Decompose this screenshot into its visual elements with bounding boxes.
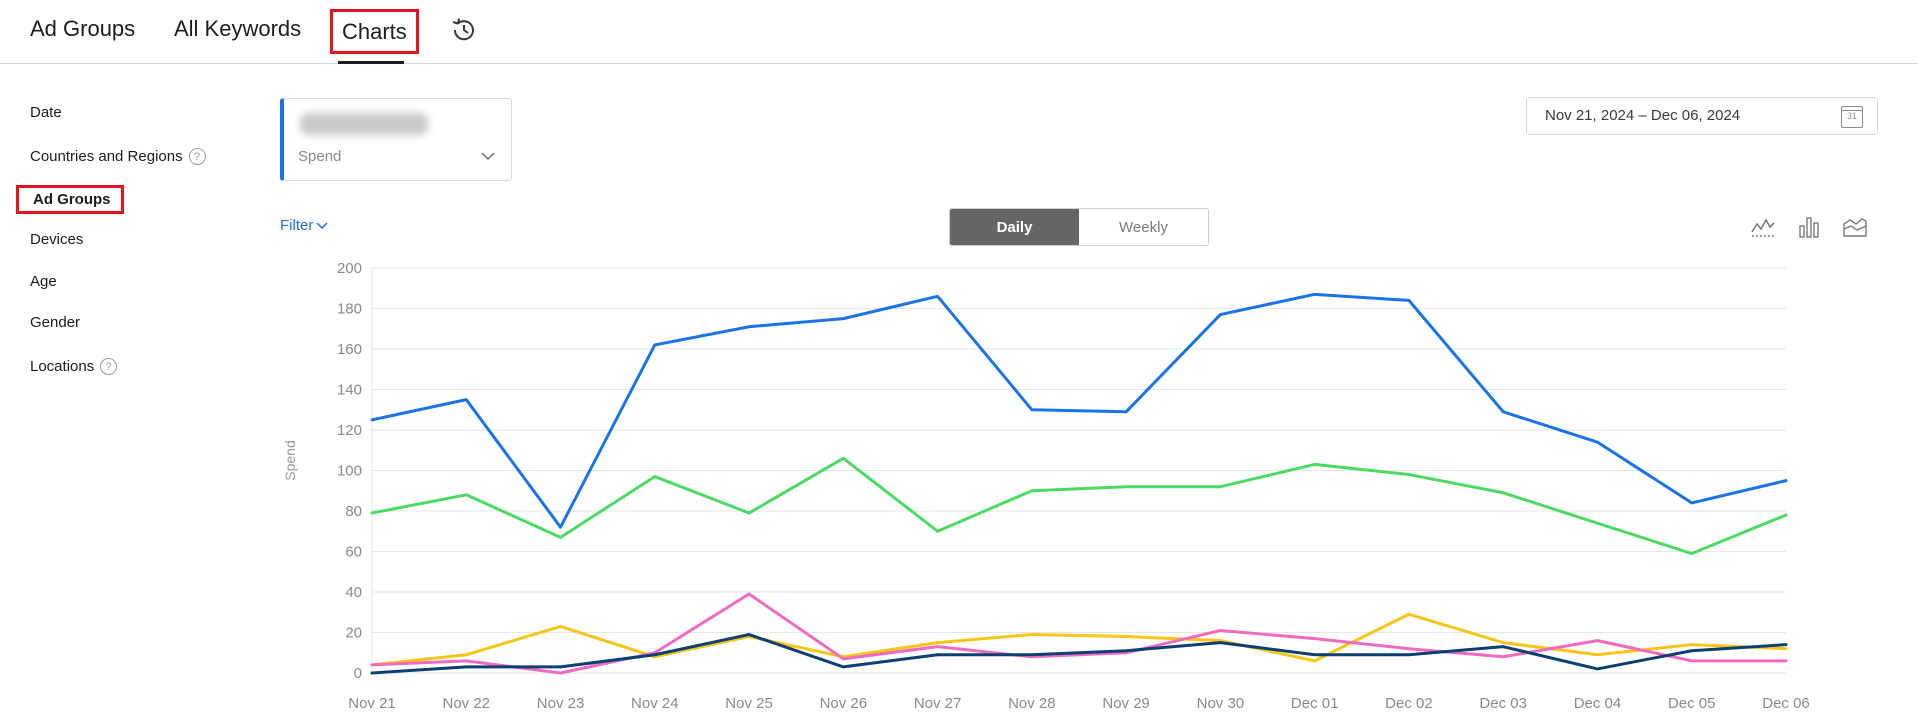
selected-metric: Spend [298, 148, 342, 165]
active-tab-indicator [338, 61, 404, 64]
sidebar-item-locations[interactable]: Locations ? [30, 358, 118, 375]
sidebar-item-age[interactable]: Age [30, 273, 57, 290]
help-icon[interactable]: ? [188, 148, 206, 165]
sidebar-item-label: Locations [30, 358, 95, 375]
x-tick-label: Dec 06 [1762, 695, 1810, 712]
y-axis-title: Spend [282, 440, 298, 480]
x-tick-label: Nov 24 [631, 695, 679, 712]
date-range-picker[interactable]: Nov 21, 2024 – Dec 06, 2024 31 [1526, 97, 1878, 135]
series-line-4 [370, 592, 1788, 675]
x-tick-label: Nov 25 [725, 695, 773, 712]
ad-group-metric-selector[interactable]: Spend [280, 98, 512, 181]
y-tick-label: 40 [345, 584, 362, 601]
x-tick-label: Nov 29 [1102, 695, 1150, 712]
tab-ad-groups[interactable]: Ad Groups [30, 16, 136, 41]
series-line-2 [370, 456, 1788, 556]
y-tick-label: 80 [345, 503, 362, 520]
sidebar-item-ad-groups[interactable]: Ad Groups [16, 185, 124, 214]
y-tick-label: 120 [337, 422, 362, 439]
x-tick-label: Dec 01 [1291, 695, 1339, 712]
chevron-down-icon [481, 152, 495, 161]
sidebar-item-label: Countries and Regions [30, 148, 183, 165]
filter-label: Filter [280, 217, 314, 234]
y-tick-label: 200 [337, 260, 362, 277]
date-range-text: Nov 21, 2024 – Dec 06, 2024 [1545, 107, 1741, 124]
series-line-3 [370, 612, 1788, 667]
y-tick-label: 180 [337, 301, 362, 318]
x-tick-label: Dec 02 [1385, 695, 1433, 712]
redacted-ad-group-name [300, 113, 428, 135]
tab-all-keywords[interactable]: All Keywords [174, 16, 302, 41]
y-tick-label: 160 [337, 341, 362, 358]
y-tick-label: 60 [345, 544, 362, 561]
sidebar-item-label: Date [30, 104, 62, 121]
top-tab-bar: Ad Groups All Keywords Charts [0, 0, 1918, 64]
y-tick-label: 20 [345, 625, 362, 642]
sidebar-item-label: Gender [30, 314, 81, 331]
calendar-icon: 31 [1841, 106, 1863, 128]
x-tick-label: Nov 21 [348, 695, 396, 712]
sidebar-item-devices[interactable]: Devices [30, 231, 83, 248]
series-line-1 [370, 292, 1788, 529]
x-tick-label: Dec 05 [1668, 695, 1716, 712]
x-tick-label: Nov 26 [820, 695, 868, 712]
x-tick-label: Dec 03 [1479, 695, 1527, 712]
bar-chart-icon[interactable] [1796, 214, 1822, 240]
x-tick-label: Nov 30 [1197, 695, 1245, 712]
sidebar-item-date[interactable]: Date [30, 104, 62, 121]
sidebar-item-label: Ad Groups [33, 191, 111, 208]
series-line-5 [370, 633, 1788, 675]
granularity-toggle: Daily Weekly [949, 208, 1209, 246]
sidebar-item-gender[interactable]: Gender [30, 314, 80, 331]
chevron-down-icon [316, 221, 328, 229]
weekly-option[interactable]: Weekly [1079, 209, 1208, 245]
tab-charts[interactable]: Charts [330, 9, 419, 54]
help-icon[interactable]: ? [100, 358, 118, 375]
filter-button[interactable]: Filter [280, 217, 328, 234]
history-clock-icon[interactable] [449, 15, 479, 45]
sidebar-item-label: Devices [30, 231, 84, 248]
x-tick-label: Nov 27 [914, 695, 962, 712]
y-tick-label: 0 [354, 665, 362, 682]
x-tick-label: Nov 28 [1008, 695, 1056, 712]
area-chart-icon[interactable] [1842, 214, 1868, 240]
y-tick-label: 140 [337, 382, 362, 399]
sidebar-item-label: Age [30, 273, 57, 290]
x-tick-label: Nov 23 [537, 695, 585, 712]
x-tick-label: Dec 04 [1574, 695, 1622, 712]
y-tick-label: 100 [337, 463, 362, 480]
line-chart-icon[interactable] [1750, 214, 1776, 240]
x-tick-label: Nov 22 [443, 695, 491, 712]
sidebar-item-countries-and-regions[interactable]: Countries and Regions ? [30, 148, 206, 165]
daily-option[interactable]: Daily [950, 209, 1079, 245]
